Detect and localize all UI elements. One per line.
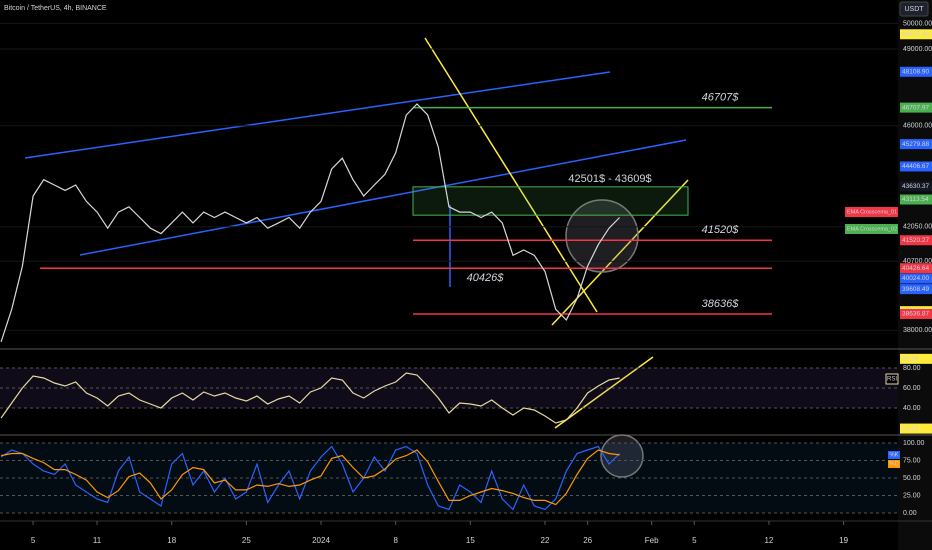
price-badge — [900, 181, 932, 192]
x-tick-label: 12 — [764, 536, 773, 545]
trend-line — [554, 356, 654, 429]
price-badge-label: 49575.48 — [902, 31, 929, 38]
level-label: 38636$ — [702, 298, 740, 310]
price-badge-label: 89.16 — [902, 356, 919, 363]
indicator-badge — [885, 373, 899, 385]
x-tick-label: 5 — [31, 536, 36, 545]
y-tick-label: 25.00 — [903, 492, 921, 499]
series-line — [0, 372, 620, 424]
x-tick-label: Feb — [645, 536, 659, 545]
highlight-circle — [565, 199, 639, 273]
y-tick-label: 0.00 — [903, 510, 917, 517]
x-tick-label: 18 — [167, 536, 176, 545]
price-badge-label: 44406.67 — [902, 163, 929, 170]
series-line — [0, 449, 620, 506]
y-tick-label: 100.00 — [903, 440, 925, 447]
price-badge — [900, 161, 932, 172]
x-tick-label: 26 — [583, 536, 592, 545]
indicator-tag-label: EMA Crosscema_01 — [847, 209, 897, 215]
series-line — [0, 103, 621, 342]
price-badge — [900, 139, 932, 150]
price-badge-label: 40426.64 — [902, 265, 929, 272]
price-badge-label: 38636.87 — [902, 311, 929, 318]
x-tick-label: 19 — [839, 536, 848, 545]
trend-line — [424, 37, 598, 313]
x-tick-label: 2024 — [312, 536, 330, 545]
price-badge — [900, 235, 932, 246]
level-label: 40426$ — [467, 272, 505, 284]
x-tick-label: 15 — [466, 536, 475, 545]
legend-badge — [888, 460, 900, 468]
y-tick-label: 40.00 — [903, 405, 921, 412]
y-tick-label: 60.00 — [903, 385, 921, 392]
price-badge — [900, 273, 932, 284]
y-tick-label: 46000.00 — [903, 123, 932, 130]
indicator-band — [0, 368, 898, 408]
x-tick-label: 11 — [93, 536, 102, 545]
indicator-tag — [845, 224, 898, 234]
price-badge-label: 39608.49 — [902, 286, 929, 293]
price-badge — [900, 308, 932, 319]
price-badge-label: 40024.00 — [902, 275, 929, 282]
indicator-band — [0, 443, 898, 514]
price-badge-label: 41520.27 — [902, 237, 929, 244]
y-tick-label: 50000.00 — [903, 20, 932, 27]
series-line — [0, 445, 621, 511]
price-badge — [900, 284, 932, 295]
price-badge — [900, 263, 932, 274]
currency-button[interactable] — [899, 1, 929, 17]
price-badge-label: 48108.90 — [902, 68, 929, 75]
range-box — [412, 186, 689, 216]
y-tick-label: 42050.00 — [903, 224, 932, 231]
y-tick-label: 50.00 — [903, 475, 921, 482]
trend-line — [551, 179, 689, 326]
legend-label: %D — [889, 462, 899, 468]
level-label: 41520$ — [702, 224, 740, 236]
y-tick-label: 40700.00 — [903, 258, 932, 265]
level-label: 46707$ — [702, 92, 740, 104]
currency-label: USDT — [904, 6, 924, 13]
price-badge — [900, 29, 932, 40]
price-badge — [900, 353, 932, 364]
channel-line — [24, 71, 611, 159]
y-tick-label: 49000.00 — [903, 46, 932, 53]
indicator-tag — [845, 207, 898, 217]
indicator-label: RSI — [887, 377, 897, 383]
symbol-title: Bitcoin / TetherUS, 4h, BINANCE — [4, 5, 107, 12]
price-badge-label: 19.43 — [902, 425, 919, 432]
price-badge — [900, 66, 932, 77]
x-tick-label: 22 — [541, 536, 550, 545]
price-badge-label: 43630.37 — [902, 183, 929, 190]
y-tick-label: 75.00 — [903, 457, 921, 464]
price-badge — [900, 423, 932, 434]
y-tick-label: 80.00 — [903, 365, 921, 372]
price-badge-label: 45279.88 — [902, 141, 929, 148]
highlight-circle — [600, 434, 644, 478]
y-tick-label: 38000.00 — [903, 327, 932, 334]
x-tick-label: 5 — [692, 536, 697, 545]
channel-line — [79, 139, 687, 256]
x-tick-label: 25 — [242, 536, 251, 545]
indicator-tag-label: EMA Crosscema_02 — [847, 226, 897, 232]
legend-badge — [888, 451, 900, 459]
price-badge-label: 46707.97 — [902, 104, 929, 111]
drawings — [24, 37, 689, 478]
range-label: 42501$ - 43609$ — [568, 173, 651, 185]
price-badge — [900, 102, 932, 113]
price-badge-label: 43113.54 — [902, 196, 929, 203]
legend-label: %K — [889, 453, 898, 459]
x-tick-label: 8 — [393, 536, 398, 545]
price-badge — [900, 194, 932, 205]
